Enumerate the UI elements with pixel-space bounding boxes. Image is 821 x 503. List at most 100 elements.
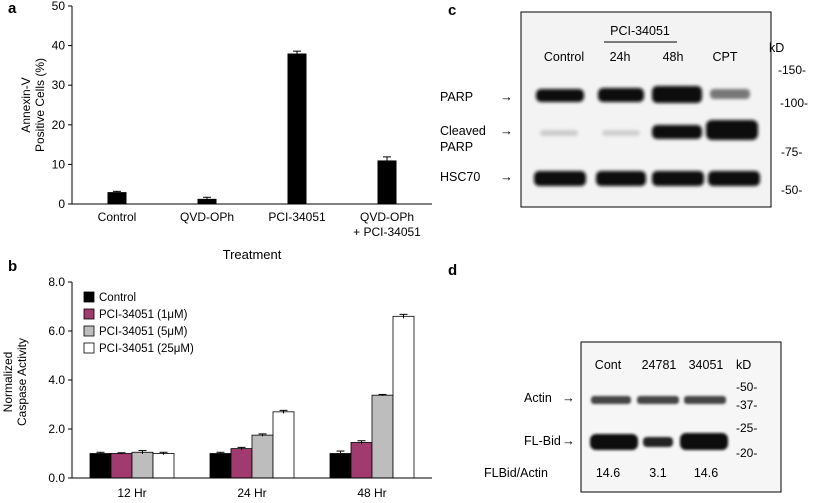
y-tick-label-b: 2.0: [48, 422, 65, 436]
band-cleaved-cpt: [706, 120, 758, 140]
band-flbid-cont: [590, 434, 638, 450]
bar-b-s3-g2: [392, 315, 415, 479]
bar-b-s3-g0: [152, 453, 175, 479]
y-tick-label-a: 40: [52, 39, 66, 53]
y-tick-label-b: 0.0: [48, 471, 65, 485]
legend-label-b: Control: [99, 292, 136, 304]
band-label-fl-bid: FL-Bid: [524, 434, 561, 448]
panel-letter-d: d: [448, 262, 458, 279]
bar-b-s0-g2: [329, 453, 352, 479]
band-cleaved-control: [540, 130, 578, 136]
x-tick-label-b: 48 Hr: [357, 486, 386, 500]
ratio-cont: 14.6: [596, 466, 620, 480]
band-hsc70-24h: [596, 171, 646, 186]
panel-letter-b: b: [8, 258, 18, 275]
lane-label-34051: 34051: [689, 358, 724, 372]
band-hsc70-48h: [652, 171, 704, 186]
chart-panel-b: 0.0 2.0 4.0 6.0 8.0 12 Hr 24 Hr 48 Hr Control P…: [1, 275, 432, 500]
x-tick-label-b: 24 Hr: [237, 486, 266, 500]
x-tick-label-a: QVD-OPh: [360, 210, 414, 224]
marker-d-20: -20-: [736, 446, 757, 460]
bar-b-s2-g2: [371, 394, 394, 479]
marker-d-50: -50-: [736, 380, 757, 394]
treatment-header-c: PCI-34051: [610, 24, 670, 38]
marker-d-37: -37-: [736, 398, 757, 412]
band-parp-control: [536, 89, 584, 102]
bar-b-s3-g1: [272, 411, 295, 479]
lane-label-48h: 48h: [663, 50, 684, 64]
lane-label-cont: Cont: [595, 358, 622, 372]
legend-label-b: PCI-34051 (1μM): [99, 309, 188, 321]
ratio-34051: 14.6: [694, 466, 718, 480]
y-axis-label-b-line2: Caspase Activity: [15, 338, 29, 426]
y-tick-label-b: 6.0: [48, 324, 65, 338]
western-blot-panel-d: Cont 24781 34051 kD -50- -37- -25- -20- …: [484, 341, 782, 493]
western-blot-panel-c: PCI-34051 Control 24h 48h CPT kD -150- -…: [440, 11, 808, 208]
band-label-actin: Actin: [524, 391, 552, 405]
band-label-parp: PARP: [440, 90, 473, 104]
bar-b-s1-g1: [230, 448, 253, 479]
y-tick-label-b: 8.0: [48, 275, 65, 289]
y-tick-label-a: 10: [52, 157, 66, 171]
ratio-label: FLBid/Actin: [484, 466, 548, 480]
arrow-actin: →: [562, 390, 575, 405]
band-flbid-24781: [643, 437, 673, 447]
legend-swatch-b: [83, 291, 95, 303]
lane-label-cpt: CPT: [713, 50, 738, 64]
band-actin-cont: [591, 396, 631, 404]
marker-d-25: -25-: [736, 421, 757, 435]
band-cleaved-24h: [602, 130, 640, 136]
band-actin-24781: [637, 396, 679, 404]
band-parp-48h: [652, 86, 702, 103]
bar-b-s2-g1: [251, 434, 274, 479]
y-tick-label-a: 0: [58, 197, 65, 211]
legend-swatch-b: [83, 308, 95, 320]
bar-b-s1-g0: [110, 453, 133, 479]
marker-75: -75-: [781, 145, 802, 159]
bar-a-1: [197, 198, 217, 204]
x-tick-label-a: PCI-34051: [268, 210, 326, 224]
y-axis-label-a-line1: Annexin-V: [19, 77, 33, 132]
band-hsc70-control: [534, 171, 586, 186]
marker-150: -150-: [778, 63, 806, 77]
ratio-24781: 3.1: [649, 466, 666, 480]
y-tick-label-a: 20: [52, 118, 66, 132]
arrow-fl-bid: →: [562, 433, 575, 448]
lane-label-24781: 24781: [642, 358, 677, 372]
lane-label-24h: 24h: [610, 50, 631, 64]
bar-b-s1-g2: [350, 442, 373, 479]
band-label-hsc70: HSC70: [440, 170, 480, 184]
x-axis-label-a: Treatment: [223, 247, 282, 262]
band-cleaved-48h: [652, 125, 702, 139]
bar-b-s0-g1: [209, 453, 232, 479]
chart-panel-a: 0 10 20 30 40 50 Control QVD-OPh PCI-34051 QVD-O…: [19, 0, 432, 262]
arrow-cleaved-parp: →: [500, 123, 513, 138]
lane-label-control: Control: [544, 50, 584, 64]
x-tick-label-a: QVD-OPh: [180, 210, 234, 224]
legend-swatch-b: [83, 325, 95, 337]
legend-label-b: PCI-34051 (5μM): [99, 326, 188, 338]
x-tick-label-b: 12 Hr: [117, 486, 146, 500]
y-axis-label-a-line2: Positive Cells (%): [33, 58, 47, 152]
y-axis-label-b-line1: Normalized: [1, 352, 15, 413]
band-hsc70-cpt: [708, 171, 760, 186]
y-tick-label-a: 30: [52, 78, 66, 92]
arrow-hsc70: →: [500, 169, 513, 184]
band-label-cleaved: Cleaved: [440, 124, 486, 138]
bar-b-s0-g0: [89, 453, 112, 479]
bar-a-3: [377, 160, 397, 204]
band-actin-34051: [684, 396, 726, 404]
band-flbid-34051: [680, 433, 728, 450]
x-tick-label-a: + PCI-34051: [353, 225, 421, 239]
y-tick-label-b: 4.0: [48, 373, 65, 387]
panel-letter-c: c: [448, 2, 457, 19]
arrow-parp: →: [500, 89, 513, 104]
marker-50: -50-: [781, 183, 802, 197]
legend-swatch-b: [83, 342, 95, 354]
y-tick-label-a: 50: [52, 0, 66, 13]
bar-a-2: [287, 53, 307, 204]
panel-letter-a: a: [8, 0, 17, 17]
band-parp-cpt: [710, 89, 750, 99]
band-label-cleaved-parp-line2: PARP: [440, 140, 473, 154]
bar-a-0: [107, 192, 127, 204]
